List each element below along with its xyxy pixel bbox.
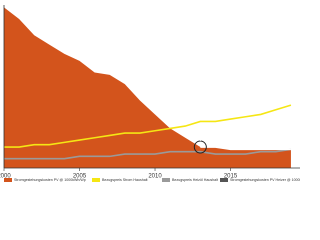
x-tick-label: 2010 <box>148 174 162 180</box>
legend-swatch <box>92 178 100 182</box>
legend-label: Bezugspreis Strom Haushalt <box>102 178 148 182</box>
line <box>200 146 291 151</box>
x-tick-label: 2015 <box>224 174 238 180</box>
line <box>4 148 292 160</box>
legend-label: Stromgestehungskosten PV Heizer @ 1000kW… <box>230 178 300 182</box>
legend-label: Stromgestehungskosten PV @ 1000kWh/Wp <box>14 178 86 182</box>
x-tick-label: 2000 <box>0 174 11 180</box>
annotation: Oil Parity mit PV Heater <box>203 122 261 128</box>
legend-label: Bezugspreis Heizöl Haushalt <box>172 178 218 182</box>
legend-swatch <box>4 178 12 182</box>
x-tick-label: 2005 <box>73 174 87 180</box>
area <box>4 7 291 169</box>
line <box>4 104 292 148</box>
chart: 2000 2005 2010 2015 Oil Parity mit PV Heater… <box>0 5 300 182</box>
legend-swatch <box>162 178 170 182</box>
legend-swatch <box>220 178 228 182</box>
